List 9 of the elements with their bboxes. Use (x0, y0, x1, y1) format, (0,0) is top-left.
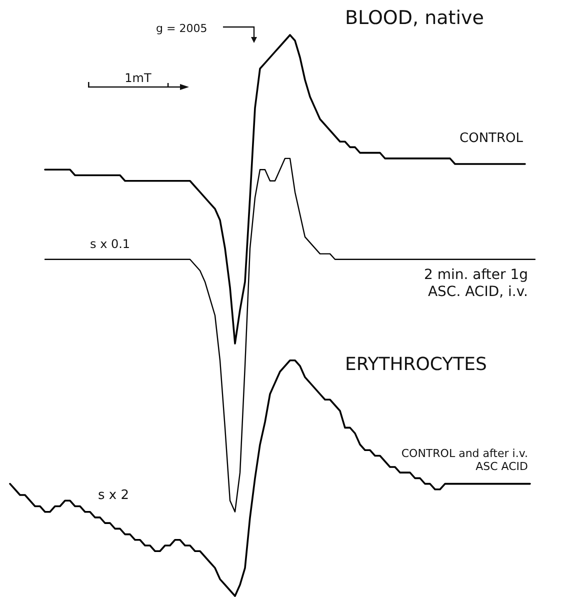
annotation: g = 2005 (156, 22, 208, 35)
series-label: 2 min. after 1g ASC. ACID, i.v. (424, 267, 528, 300)
annotation: 1mT (124, 71, 152, 85)
series-label: CONTROL (460, 131, 524, 146)
annotation: ERYTHROCYTES (345, 354, 487, 375)
text: BLOOD, native (345, 7, 484, 29)
annotation: s x 2 (98, 488, 130, 503)
annotation: s x 0.1 (90, 237, 130, 251)
series-label: CONTROL and after i.v. ASC ACID (401, 446, 528, 473)
